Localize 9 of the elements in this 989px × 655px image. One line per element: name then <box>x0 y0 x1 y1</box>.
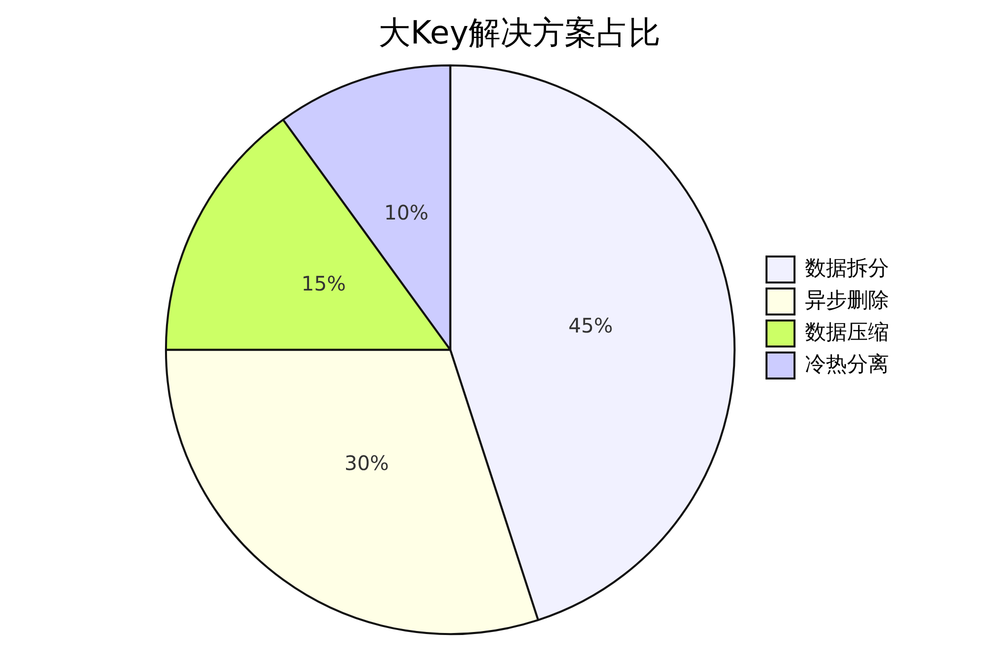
data-label: 10% <box>384 200 429 225</box>
legend-label: 冷热分离 <box>805 352 889 376</box>
legend-label: 数据压缩 <box>805 320 889 344</box>
data-label: 15% <box>301 271 346 296</box>
data-label: 30% <box>344 450 389 475</box>
data-label: 45% <box>568 314 613 338</box>
legend-label: 数据拆分 <box>805 256 889 280</box>
chart-title: 大Key解决方案占比 <box>378 14 661 52</box>
legend-label: 异步删除 <box>805 288 889 312</box>
